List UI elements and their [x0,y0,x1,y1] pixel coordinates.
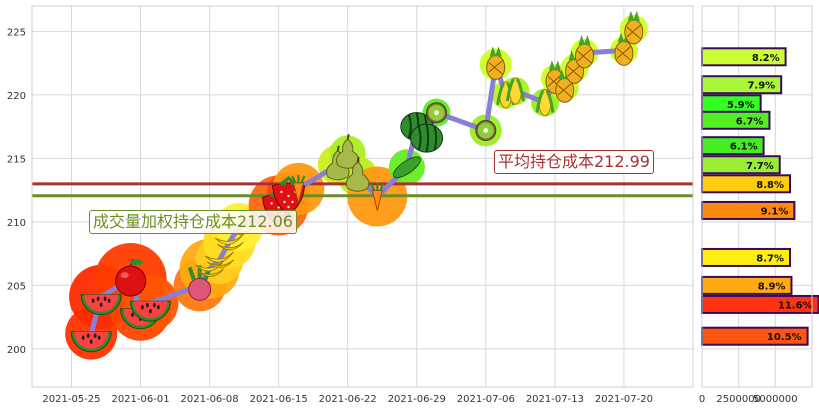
pineapple-icon [486,46,506,80]
apple-icon [115,258,147,297]
banana-icon [205,251,234,268]
side-frame [701,5,813,388]
cucumber-icon [392,156,421,179]
pineapple-icon [575,35,594,69]
volume-bar-label: 5.9% [727,100,755,111]
y-tick-label: 225 [7,27,26,38]
main-frame [31,5,694,388]
carrot-icon [370,182,385,211]
side-x-tick-label: 0 [699,394,705,405]
pear-icon [345,157,370,192]
y-tick-label: 215 [7,154,26,165]
y-tick-label: 200 [7,345,26,356]
x-tick-label: 2021-05-25 [42,394,100,405]
side-x-tick-label: 5000000 [753,394,798,405]
x-tick-label: 2021-06-08 [181,394,239,405]
x-tick-label: 2021-06-15 [250,394,308,405]
carrot-icon [291,174,306,204]
kiwi-icon [426,102,447,124]
vw-cost-annotation: 成交量加权持仓成本212.06 [89,210,297,234]
volume-bar-label: 6.1% [730,142,758,153]
kiwi-icon [475,120,497,141]
side-background [702,6,812,387]
watermelon-icon [80,294,122,316]
volume-bar-label: 7.9% [747,81,775,92]
corn-icon [535,89,555,116]
watermelon-icon [70,331,112,353]
volume-bar-label: 8.7% [756,253,784,264]
pineapple-icon [624,10,644,45]
avg-cost-annotation: 平均持仓成本212.99 [494,150,654,174]
y-tick-label: 205 [7,281,26,292]
volume-bar-label: 9.1% [761,206,789,217]
x-tick-label: 2021-07-20 [595,394,653,405]
volume-bar-label: 7.7% [746,161,774,172]
pear-icon [336,134,360,169]
y-tick-label: 220 [7,91,26,102]
volume-bar-label: 8.2% [752,53,780,64]
side-grid [701,6,812,387]
x-tick-label: 2021-06-22 [319,394,377,405]
volume-bar-label: 10.5% [767,332,802,343]
volume-bar-label: 8.9% [758,281,786,292]
volume-bar-label: 6.7% [736,116,764,127]
y-tick-label: 210 [7,218,26,229]
volume-bar-label: 11.6% [778,300,813,311]
x-tick-label: 2021-07-13 [526,394,584,405]
x-tick-label: 2021-06-01 [111,394,169,405]
watermelon-icon [129,300,171,322]
volume-bar-label: 8.8% [756,180,784,191]
x-tick-label: 2021-06-29 [388,394,446,405]
corn-icon [505,77,525,105]
x-tick-label: 2021-07-06 [457,394,515,405]
main-axes: 200 205 210 215 220 225 2021-05-25 2021-06-01 20… [7,5,694,405]
watermelon-round-icon [410,123,444,153]
fruit-markers [70,10,644,353]
side-x-tick-label: 2500000 [716,394,761,405]
